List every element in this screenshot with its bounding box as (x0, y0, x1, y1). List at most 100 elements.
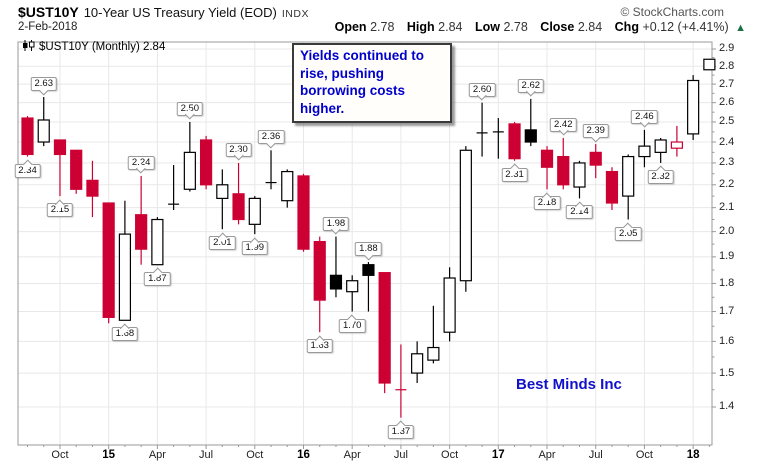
candle-2017-07 (589, 151, 602, 166)
price-label-1.63: 1.63 (306, 339, 333, 354)
candle-2017-12 (670, 141, 684, 149)
candle-2017-08 (605, 170, 619, 204)
x-axis-tick-label: Oct (246, 449, 264, 461)
candle-2015-07 (199, 139, 213, 186)
price-label-2.32: 2.32 (647, 169, 674, 184)
price-label-2.14: 2.14 (566, 205, 593, 220)
candle-2014-09 (37, 119, 50, 143)
high-label: High (406, 20, 435, 34)
x-axis-tick-label: 16 (297, 449, 310, 461)
chg-value: +0.12 (+4.41%) (642, 20, 729, 34)
candle-2016-05 (362, 264, 375, 276)
candle-2015-03 (135, 214, 148, 250)
price-label-2.36: 2.36 (257, 130, 285, 145)
candle-2017-10 (638, 145, 651, 158)
x-axis-tick-label: Jul (588, 449, 603, 461)
x-axis-tick-label: 17 (491, 449, 505, 461)
legend-text: $UST10Y (Monthly) 2.84 (39, 41, 166, 53)
price-label-1.87: 1.87 (144, 271, 171, 286)
chart-title: $UST10Y 10-Year US Treasury Yield (EOD) IN… (18, 4, 309, 22)
price-label-2.30: 2.30 (225, 142, 252, 157)
candlestick-icon (23, 40, 35, 51)
candle-2016-10 (443, 277, 456, 333)
candle-2014-11 (70, 149, 83, 190)
price-label-2.05: 2.05 (614, 226, 642, 241)
x-axis-tick-label: Oct (441, 449, 459, 461)
candle-2017-09 (622, 155, 635, 197)
candle-2016-09 (427, 346, 440, 361)
candle-2018-02 (703, 58, 716, 71)
candle-2016-03 (329, 274, 343, 290)
y-axis-tick-label: 1.6 (719, 334, 735, 347)
x-axis-tick-label: Oct (51, 449, 69, 461)
price-label-2.60: 2.60 (468, 82, 496, 97)
watermark-text: Best Minds Inc (516, 376, 622, 393)
chg-label: Chg (614, 20, 639, 34)
candle-2015-12 (281, 170, 294, 202)
y-axis-tick-label: 2.1 (719, 201, 735, 214)
open-label: Open (334, 20, 367, 34)
ticker-symbol: $UST10Y (18, 4, 79, 20)
y-axis-tick-label: 1.8 (719, 276, 735, 289)
y-axis-tick-label: 2.3 (719, 156, 735, 169)
price-label-2.39: 2.39 (582, 124, 609, 139)
price-label-1.98: 1.98 (322, 216, 350, 231)
y-axis-tick-label: 2.8 (719, 59, 735, 72)
y-axis-tick-label: 1.5 (719, 366, 735, 379)
candle-2016-06 (378, 272, 391, 384)
price-label-2.34: 2.34 (14, 163, 41, 178)
candle-2017-04 (540, 149, 554, 168)
candle-2015-09 (232, 193, 245, 221)
ohlc-readout: Open 2.78 High 2.84 Low 2.78 Close 2.84 … (326, 20, 746, 34)
candle-2015-04 (151, 218, 164, 266)
candle-2015-10 (248, 197, 261, 225)
low-value: 2.78 (503, 20, 528, 34)
x-axis-tick-label: Apr (148, 449, 166, 461)
y-axis-tick-label: 1.7 (719, 305, 735, 318)
candle-2015-02 (118, 233, 132, 321)
x-axis-tick-label: 15 (102, 449, 116, 461)
candle-2014-08 (21, 117, 34, 156)
candle-2016-08 (411, 353, 424, 374)
candle-2017-11 (654, 139, 667, 153)
candle-2016-02 (313, 240, 326, 301)
price-label-1.99: 1.99 (241, 241, 269, 256)
candle-2016-11 (459, 149, 472, 282)
x-axis-tick-label: Jul (199, 449, 214, 461)
x-axis-tick-label: Jul (393, 449, 408, 461)
y-axis-tick-label: 2.5 (719, 115, 735, 128)
stockcharts-copyright-link[interactable]: © StockCharts.com (620, 5, 724, 19)
y-axis-tick-label: 2.9 (719, 42, 735, 55)
close-value: 2.84 (577, 20, 603, 34)
price-label-2.50: 2.50 (176, 101, 204, 116)
change-up-arrow-icon: ▲ (735, 22, 746, 34)
y-axis-tick-label: 1.9 (719, 250, 735, 263)
annotation-box: Yields continued to rise, pushing borrow… (292, 43, 452, 124)
candle-2018-01 (687, 79, 700, 135)
candle-2017-02 (508, 123, 521, 160)
y-axis-tick-label: 2.4 (719, 135, 735, 148)
exchange-label: INDX (281, 8, 309, 20)
price-label-2.31: 2.31 (501, 167, 528, 182)
chart-legend: $UST10Y (Monthly) 2.84 (22, 40, 165, 53)
price-label-2.62: 2.62 (517, 78, 545, 93)
candle-2015-01 (102, 202, 115, 318)
low-label: Low (474, 20, 500, 34)
price-label-1.68: 1.68 (111, 327, 139, 342)
price-label-2.15: 2.15 (46, 203, 74, 218)
x-axis-tick-label: Apr (538, 449, 556, 461)
candle-2017-05 (557, 155, 570, 186)
x-axis-tick-label: Apr (343, 449, 361, 461)
candle-2015-08 (216, 184, 229, 199)
x-axis-tick-label: Oct (635, 449, 653, 461)
y-axis-tick-label: 2.0 (719, 225, 735, 238)
price-label-1.37: 1.37 (387, 424, 415, 439)
high-value: 2.84 (438, 20, 463, 34)
candle-2017-06 (573, 162, 586, 188)
candle-2014-10 (53, 139, 67, 156)
x-axis-tick-label: 18 (686, 449, 700, 461)
price-label-2.42: 2.42 (550, 117, 577, 132)
price-label-2.63: 2.63 (30, 77, 57, 92)
y-axis-tick-label: 2.2 (719, 178, 735, 191)
